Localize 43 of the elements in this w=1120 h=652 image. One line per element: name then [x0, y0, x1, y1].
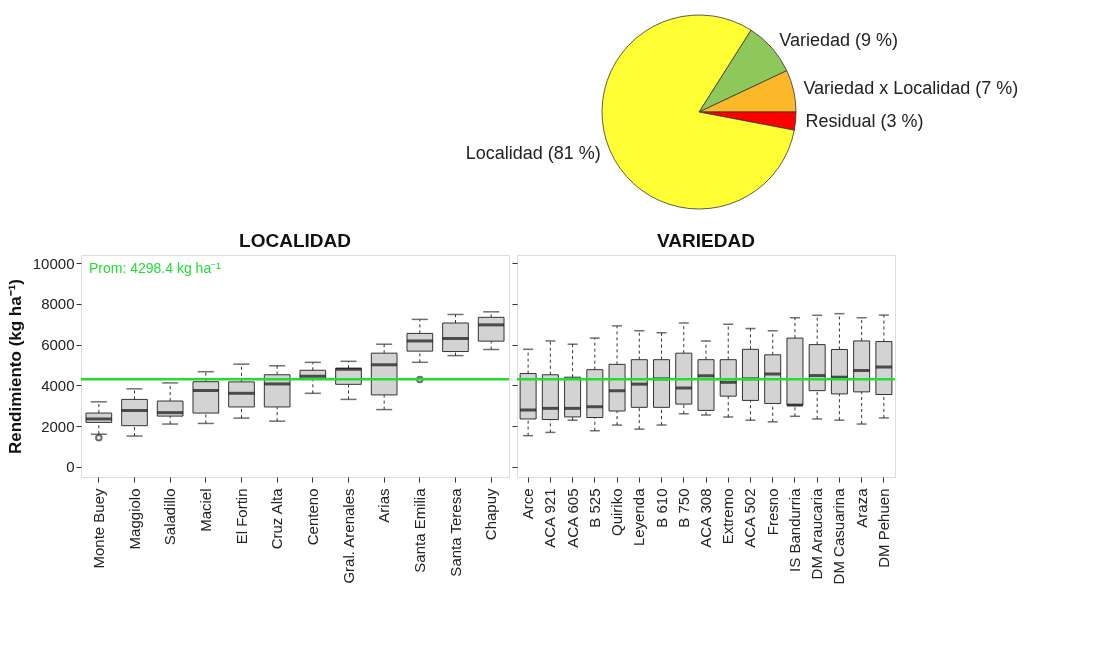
x-tick-label: Extremo	[719, 488, 737, 545]
x-tick-label: Cruz Alta	[268, 487, 286, 550]
x-tick-label: DM Casuarina	[830, 487, 848, 585]
y-tick-label: 8000	[41, 295, 75, 313]
x-tick-label: Fresno	[763, 488, 781, 536]
x-tick-label: Araza	[852, 487, 870, 528]
x-tick-label: Monte Buey	[89, 488, 107, 569]
chart-title: LOCALIDAD	[239, 230, 351, 251]
x-tick-label: Arce	[519, 488, 537, 520]
x-tick-label: DM Araucaria	[808, 487, 826, 580]
x-tick-label: El Fortin	[232, 488, 250, 545]
ref-line-label: Prom: 4298.4 kg ha⁻¹	[89, 260, 222, 276]
x-tick-label: Santa Emilia	[410, 487, 428, 573]
y-tick-label: 10000	[32, 254, 75, 272]
x-tick-label: Santa Teresa	[446, 487, 464, 577]
x-tick-label: Arias	[375, 488, 393, 523]
y-tick-label: 6000	[41, 336, 75, 354]
x-tick-label: Centeno	[303, 488, 321, 546]
slice-label: Residual (3 %)	[805, 111, 924, 132]
y-tick-label: 2000	[41, 417, 75, 435]
x-tick-label: Maciel	[196, 488, 214, 532]
slice-label: Variedad x Localidad (7 %)	[803, 77, 1019, 98]
x-tick-label: ACA 921	[541, 488, 559, 548]
x-tick-label: Maggiolo	[125, 488, 143, 550]
slice-label: Localidad (81 %)	[465, 143, 601, 164]
x-tick-label: Chapuy	[482, 488, 500, 541]
x-tick-label: ACA 502	[741, 488, 759, 548]
x-tick-label: IS Bandurria	[785, 487, 803, 572]
x-tick-label: Quiriko	[608, 488, 626, 537]
y-tick-label: 0	[66, 458, 75, 476]
y-tick-label: 4000	[41, 376, 75, 394]
x-tick-label: DM Pehuen	[874, 488, 892, 568]
x-tick-label: ACA 605	[563, 488, 581, 548]
x-tick-label: Gral. Arenales	[339, 488, 357, 584]
x-tick-label: B 525	[585, 488, 603, 528]
x-tick-label: B 610	[652, 488, 670, 528]
x-tick-label: B 750	[674, 488, 692, 528]
chart-title: VARIEDAD	[657, 230, 755, 251]
x-tick-label: ACA 308	[697, 488, 714, 548]
slice-label: Variedad (9 %)	[779, 30, 898, 51]
y-axis-title: Rendimiento (kg ha⁻¹)	[5, 278, 25, 455]
x-tick-label: Leyenda	[630, 487, 648, 547]
x-tick-label: Saladillo	[161, 488, 179, 546]
